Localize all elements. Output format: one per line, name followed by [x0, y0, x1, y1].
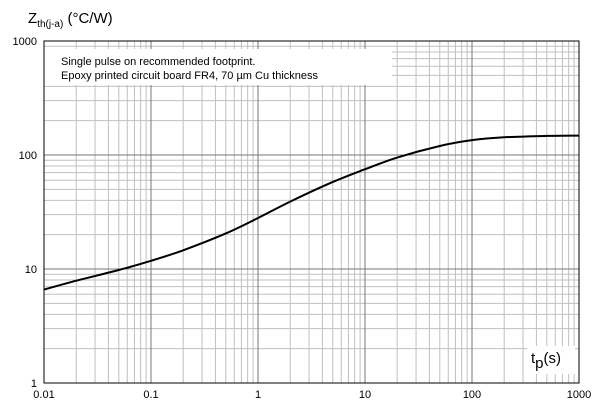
y-axis-label: Zth(j-a) (°C/W) — [28, 10, 113, 30]
x-tick-label: 10 — [359, 389, 371, 401]
y-axis-label-main: Z — [28, 10, 37, 27]
annotation-box: Single pulse on recommended footprint. E… — [44, 49, 392, 85]
annotation-line-1: Single pulse on recommended footprint. — [61, 56, 255, 68]
minor-grid — [44, 41, 579, 383]
x-axis-label-main: t — [531, 350, 536, 367]
x-tick-label: 1 — [255, 389, 261, 401]
y-tick-label: 1 — [31, 378, 37, 390]
x-tick-label: 0.01 — [33, 389, 54, 401]
plot-frame — [43, 40, 580, 384]
annotation-background — [44, 49, 392, 85]
x-axis-label-background — [527, 346, 575, 374]
annotation-line-2: Epoxy printed circuit board FR4, 70 µm C… — [61, 70, 319, 82]
y-axis-label-sub: th(j-a) — [37, 19, 63, 30]
y-tick-label: 100 — [19, 150, 37, 162]
y-tick-label: 10 — [25, 264, 37, 276]
x-axis-label-unit: (s) — [544, 350, 562, 367]
x-tick-labels: 0.01 0.1 1 10 100 1000 — [33, 389, 591, 401]
major-grid — [43, 41, 579, 384]
x-tick-label: 100 — [463, 389, 481, 401]
x-axis-label: tp(s) — [531, 350, 561, 372]
y-tick-label: 1000 — [13, 36, 37, 48]
x-tick-label: 0.1 — [143, 389, 158, 401]
x-axis-label-group: tp(s) — [527, 346, 575, 374]
x-axis-label-sub: p — [535, 355, 543, 372]
curve-layer — [43, 134, 580, 291]
zth-curve — [43, 134, 580, 291]
y-axis-label-unit: (°C/W) — [63, 10, 112, 27]
y-tick-labels: 1 10 100 1000 — [13, 36, 37, 390]
x-tick-label: 1000 — [567, 389, 591, 401]
